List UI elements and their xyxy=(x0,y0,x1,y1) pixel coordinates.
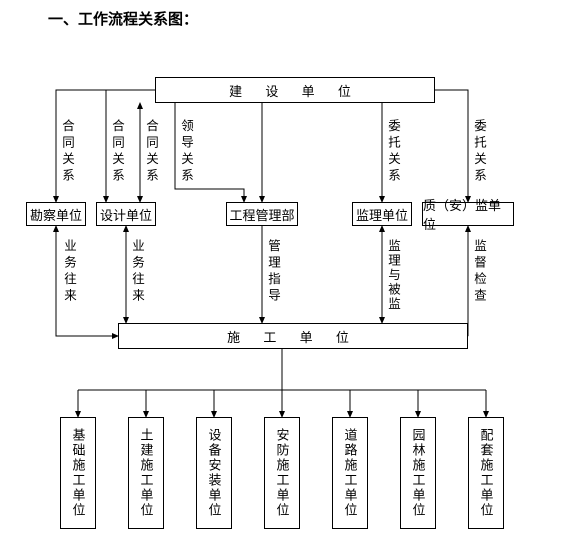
node-construction-owner: 建 设 单 位 xyxy=(155,77,435,103)
node-supervision-unit: 监理单位 xyxy=(352,202,412,226)
node-security: 安防施工单位 xyxy=(264,417,300,529)
node-survey-unit: 勘察单位 xyxy=(26,202,86,226)
label-contract-3: 合同关系 xyxy=(142,118,161,186)
label-contract-2: 合同关系 xyxy=(108,118,127,186)
node-civil: 土建施工单位 xyxy=(128,417,164,529)
node-auxiliary: 配套施工单位 xyxy=(468,417,504,529)
label-entrust-2: 委托关系 xyxy=(470,118,489,186)
label-contract-1: 合同关系 xyxy=(58,118,77,186)
label-entrust-1: 委托关系 xyxy=(384,118,403,186)
node-design-unit: 设计单位 xyxy=(96,202,156,226)
node-road: 道路施工单位 xyxy=(332,417,368,529)
node-construction-unit: 施 工 单 位 xyxy=(118,323,468,349)
node-foundation: 基础施工单位 xyxy=(60,417,96,529)
label-business-2: 业务往来 xyxy=(128,238,147,306)
label-inspect: 监督检查 xyxy=(470,238,489,306)
label-business-1: 业务往来 xyxy=(60,238,79,306)
node-landscape: 园林施工单位 xyxy=(400,417,436,529)
node-project-mgmt: 工程管理部 xyxy=(226,202,298,226)
label-mgmt-guide: 管理指导 xyxy=(264,238,283,306)
node-quality-safety-unit: 质（安）监单位 xyxy=(422,202,514,226)
label-supervise: 监理与被监 xyxy=(384,238,403,313)
node-equipment: 设备安装单位 xyxy=(196,417,232,529)
label-leadership: 领导关系 xyxy=(177,118,196,186)
